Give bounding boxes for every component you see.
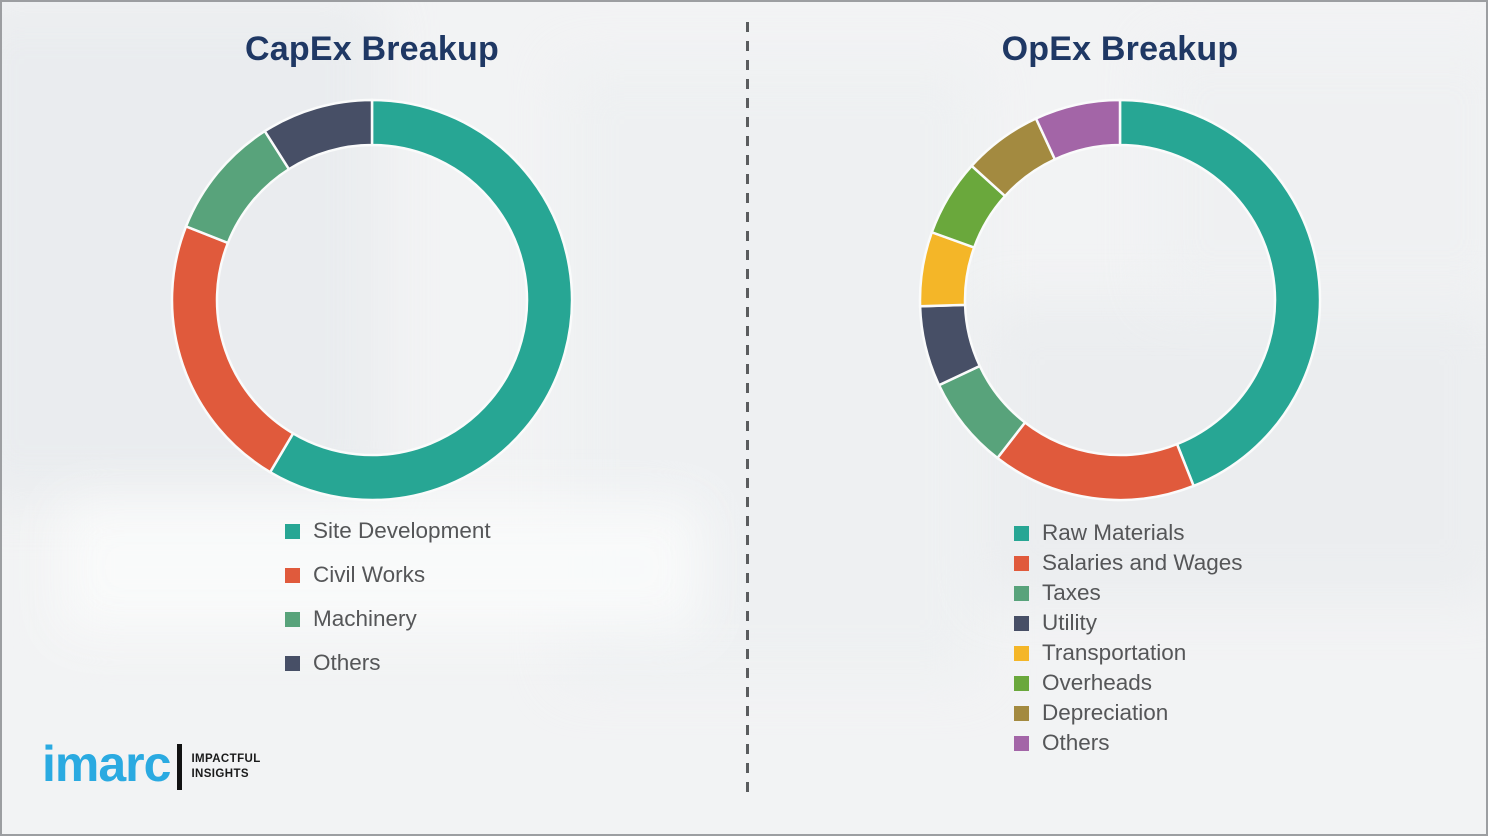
donut-segment-others: [1034, 98, 1122, 161]
legend-swatch: [1014, 525, 1029, 541]
logo-tagline-line1: IMPACTFUL: [191, 753, 261, 766]
legend-swatch: [1014, 555, 1029, 571]
dashed-divider: [746, 22, 749, 794]
legend-item: Transportation: [1014, 638, 1243, 668]
legend-label: Civil Works: [313, 562, 426, 587]
legend-label: Salaries and Wages: [1042, 550, 1243, 575]
donut-segment-civil-works: [170, 224, 295, 474]
legend-label: Depreciation: [1042, 700, 1169, 725]
legend-swatch: [1014, 645, 1029, 661]
logo-divider-bar: [177, 744, 183, 790]
capex-donut-chart: [170, 98, 574, 502]
legend-item: Site Development: [285, 509, 491, 553]
legend-item: Utility: [1014, 608, 1243, 638]
legend-swatch: [1014, 675, 1029, 691]
logo-tagline-line2: INSIGHTS: [191, 768, 249, 780]
donut-segment-raw-materials: [1118, 98, 1322, 488]
legend-swatch: [1014, 615, 1029, 631]
donut-segment-salaries-and-wages: [995, 420, 1196, 502]
legend-swatch: [285, 523, 300, 539]
legend-item: Taxes: [1014, 578, 1243, 608]
legend-swatch: [1014, 585, 1029, 601]
legend-swatch: [285, 655, 300, 671]
legend-item: Salaries and Wages: [1014, 548, 1243, 578]
legend-item: Overheads: [1014, 668, 1243, 698]
imarc-logo: imarc IMPACTFUL INSIGHTS: [42, 738, 261, 790]
legend-item: Others: [1014, 728, 1243, 758]
legend-label: Raw Materials: [1042, 520, 1185, 545]
legend-item: Civil Works: [285, 553, 491, 597]
logo-wordmark: imarc: [42, 736, 171, 792]
legend-label: Transportation: [1042, 640, 1187, 665]
legend-swatch: [285, 567, 300, 583]
legend-swatch: [1014, 705, 1029, 721]
donut-segment-others: [263, 98, 374, 171]
donut-segment-machinery: [184, 129, 291, 245]
legend-label: Others: [1042, 730, 1110, 755]
legend-label: Others: [313, 650, 381, 675]
opex-legend: Raw Materials Salaries and Wages Taxes Util…: [1014, 518, 1243, 758]
logo-tagline: IMPACTFUL INSIGHTS: [191, 752, 260, 782]
legend-item: Depreciation: [1014, 698, 1243, 728]
legend-label: Taxes: [1042, 580, 1101, 605]
legend-swatch: [1014, 735, 1029, 751]
legend-label: Overheads: [1042, 670, 1153, 695]
donut-segment-site-development: [268, 98, 574, 502]
legend-label: Machinery: [313, 606, 417, 631]
legend-item: Machinery: [285, 597, 491, 641]
legend-item: Others: [285, 641, 491, 685]
legend-item: Raw Materials: [1014, 518, 1243, 548]
legend-label: Site Development: [313, 518, 491, 543]
opex-title: OpEx Breakup: [1001, 30, 1239, 68]
legend-swatch: [285, 611, 300, 627]
legend-label: Utility: [1042, 610, 1097, 635]
capex-title: CapEx Breakup: [245, 30, 499, 68]
opex-donut-chart: [918, 98, 1322, 502]
capex-legend: Site Development Civil Works Machinery Othe…: [285, 509, 491, 685]
